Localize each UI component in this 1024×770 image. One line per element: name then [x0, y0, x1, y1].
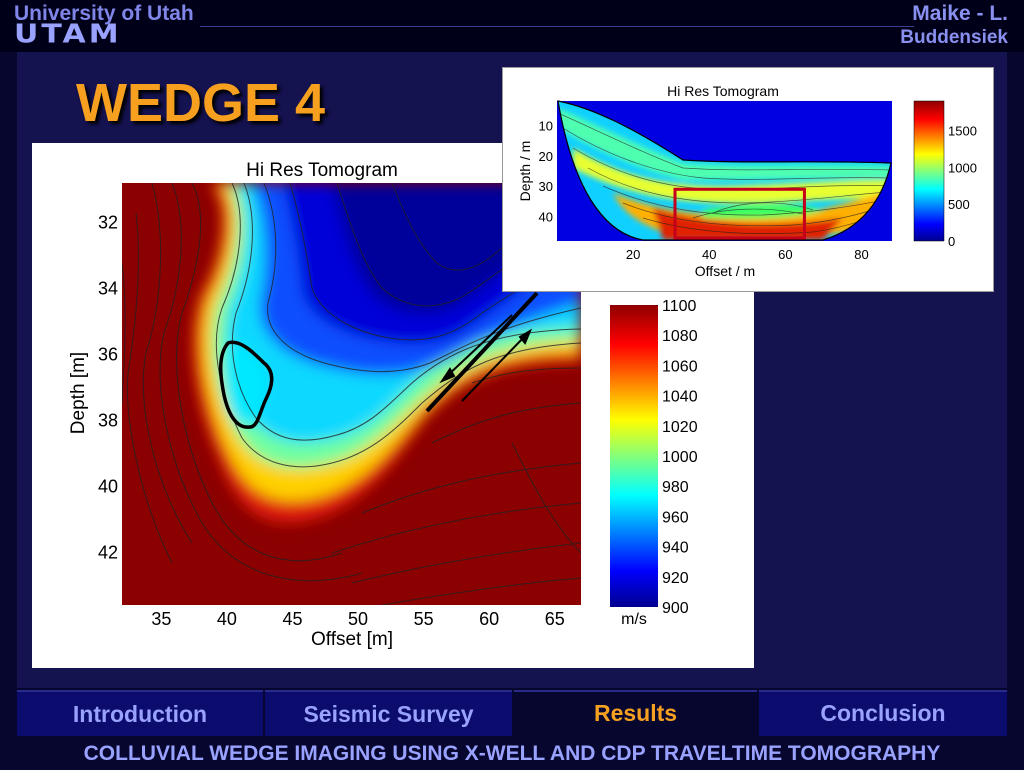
inset-tomogram-figure: Hi Res Tomogram [502, 67, 994, 292]
slide-title: WEDGE 4 [76, 73, 326, 133]
inset-tomogram-chart: Hi Res Tomogram [517, 83, 977, 279]
nav-introduction[interactable]: Introduction [17, 690, 263, 736]
inset-chart-title: Hi Res Tomogram [667, 83, 779, 99]
inset-colorbar-ticks: 1500 1000 500 0 [948, 123, 977, 249]
main-y-tick-label: 32 [98, 213, 118, 233]
main-x-tick-label: 50 [348, 609, 368, 629]
nav-conclusion[interactable]: Conclusion [759, 690, 1007, 736]
nav-label: Seismic Survey [303, 700, 474, 727]
author-line-2: Buddensiek [900, 27, 1008, 48]
outlined-anomaly [219, 340, 274, 429]
author-name: Maike - L. Buddensiek [900, 2, 1008, 50]
main-colorbar-tick-label: 960 [662, 509, 689, 526]
main-tomogram-chart: Hi Res Tomogram [68, 160, 698, 650]
main-x-tick-label: 40 [217, 609, 237, 629]
fault-line [425, 291, 539, 413]
main-colorbar-tick-label: 1020 [662, 419, 698, 436]
nav-seismic-survey[interactable]: Seismic Survey [265, 690, 512, 736]
nav-results[interactable]: Results [514, 690, 757, 736]
main-x-axis-label: Offset [m] [311, 629, 393, 650]
main-y-tick-label: 42 [98, 542, 118, 562]
main-y-tick-label: 34 [98, 279, 118, 299]
main-colorbar-tick-label: 1060 [662, 358, 698, 375]
inset-y-tick-label: 10 [539, 118, 553, 133]
inset-x-axis-label: Offset / m [695, 263, 755, 279]
contour-lines [122, 183, 581, 605]
university-name: University of Utah [14, 2, 194, 25]
inset-colorbar-tick-label: 0 [948, 234, 955, 249]
main-y-ticks: 32 34 36 38 40 42 [98, 213, 118, 563]
header-divider [200, 26, 914, 27]
inset-y-tick-label: 30 [539, 179, 553, 194]
inset-x-tick-label: 20 [626, 247, 640, 262]
main-y-tick-label: 38 [98, 410, 118, 430]
main-colorbar-tick-label: 940 [662, 540, 689, 557]
slide-header: University of Utah UTAM Maike - L. Budde… [0, 0, 1024, 52]
main-colorbar-unit: m/s [621, 611, 647, 628]
displacement-arrows [439, 314, 533, 402]
main-colorbar-tick-label: 1040 [662, 389, 698, 406]
inset-y-tick-label: 40 [539, 210, 553, 225]
inset-colorbar-tick-label: 1000 [948, 160, 977, 175]
nav-label: Results [593, 700, 678, 726]
author-line-1: Maike - L. [912, 2, 1008, 25]
main-colorbar-tick-label: 1080 [662, 328, 698, 345]
main-colorbar-tick-label: 980 [662, 479, 689, 496]
nav-label: Introduction [72, 700, 208, 727]
main-x-tick-label: 45 [282, 609, 302, 629]
main-colorbar-tick-label: 900 [662, 600, 689, 617]
inset-y-ticks: 10 20 30 40 [539, 118, 553, 224]
main-x-tick-label: 60 [479, 609, 499, 629]
inset-x-ticks: 20 40 60 80 [626, 247, 869, 262]
inset-x-tick-label: 60 [778, 247, 792, 262]
main-x-tick-label: 55 [414, 609, 434, 629]
inset-y-tick-label: 20 [539, 149, 553, 164]
main-y-tick-label: 36 [98, 344, 118, 364]
inset-colorbar [913, 100, 945, 242]
main-colorbar-tick-label: 1000 [662, 449, 698, 466]
inset-boundary [557, 100, 892, 241]
main-colorbar [610, 305, 658, 607]
main-y-axis-label: Depth [m] [68, 352, 89, 434]
main-tomogram-figure: Hi Res Tomogram [32, 143, 754, 668]
main-y-tick-label: 40 [98, 476, 118, 496]
main-colorbar-tick-label: 920 [662, 570, 689, 587]
inset-colorbar-tick-label: 500 [948, 197, 970, 212]
main-colorbar-tick-label: 1100 [662, 298, 697, 315]
main-x-tick-label: 35 [151, 609, 171, 629]
inset-x-tick-label: 80 [854, 247, 868, 262]
main-colorbar-ticks: 1100 1080 1060 1040 1020 1000 980 960 940 920 900 [662, 298, 698, 617]
nav-label: Conclusion [820, 700, 946, 726]
utam-logo: UTAM [14, 19, 122, 50]
inset-x-tick-label: 40 [702, 247, 716, 262]
main-velocity-field [122, 183, 581, 605]
main-x-tick-label: 65 [545, 609, 565, 629]
main-x-ticks: 35 40 45 50 55 60 65 [151, 609, 564, 629]
inset-y-axis-label: Depth / m [517, 141, 533, 202]
inset-colorbar-tick-label: 1500 [948, 123, 977, 138]
main-chart-title: Hi Res Tomogram [246, 160, 398, 181]
footer-title: COLLUVIAL WEDGE IMAGING USING X-WELL AND… [83, 742, 941, 765]
zoom-highlight-box [673, 187, 806, 240]
